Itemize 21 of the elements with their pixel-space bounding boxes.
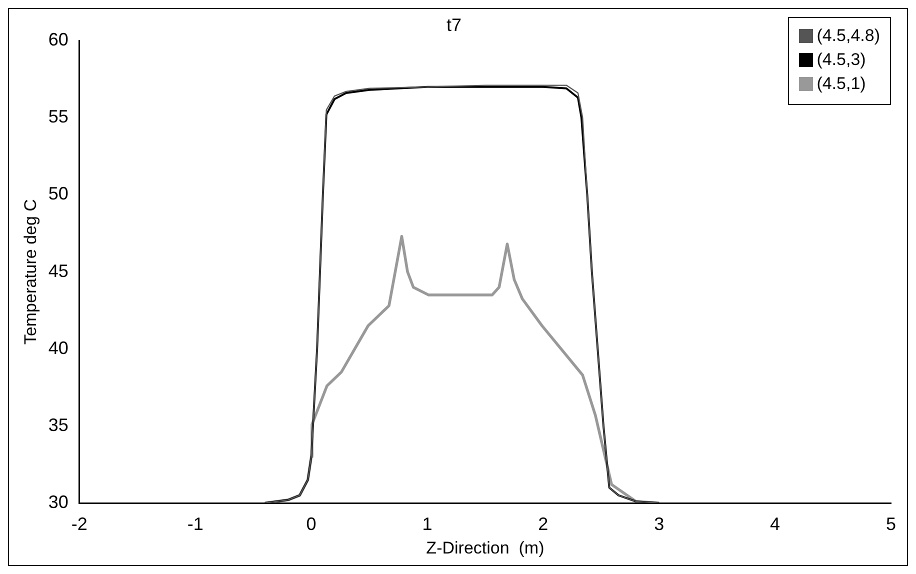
x-tick-label: -1 [187, 514, 204, 534]
y-tick-label: 40 [48, 338, 68, 358]
y-tick-label: 60 [48, 30, 68, 50]
legend-label: (4.5,1) [816, 74, 866, 94]
x-tick-label: 0 [306, 514, 316, 534]
y-tick-label: 50 [48, 184, 68, 204]
x-tick-label: -2 [71, 514, 88, 534]
y-tick-label: 30 [48, 492, 68, 512]
y-tick-label: 35 [48, 414, 68, 435]
chart-title: t7 [446, 14, 462, 35]
x-axis-title: Z-Direction (m) [426, 538, 544, 558]
y-tick-label: 45 [48, 260, 68, 281]
x-tick-label: 1 [422, 514, 432, 534]
x-tick-label: 3 [654, 514, 664, 534]
y-tick-label: 55 [48, 106, 68, 127]
y-axis-title: Temperature deg C [20, 199, 40, 345]
x-tick-label: 5 [886, 514, 896, 534]
x-tick-label: 2 [538, 514, 548, 534]
x-tick-label: 4 [770, 514, 780, 534]
legend-label: (4.5,3) [816, 50, 866, 70]
legend-label: (4.5,4.8) [816, 26, 880, 46]
